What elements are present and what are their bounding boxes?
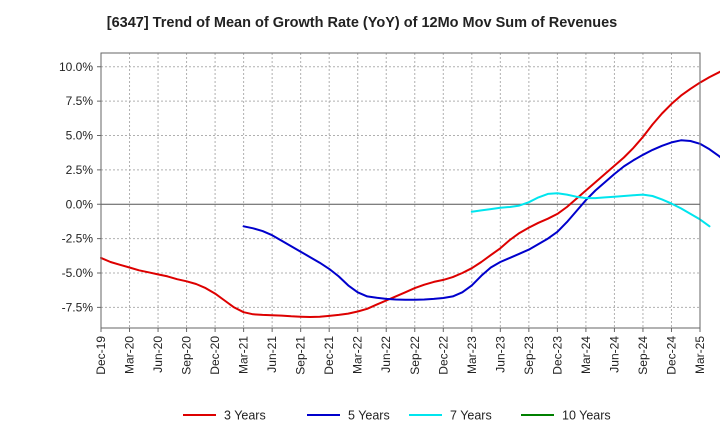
x-tick-label: Mar-22 xyxy=(351,336,365,374)
x-tick-label: Jun-24 xyxy=(607,336,621,373)
y-tick-label: 10.0% xyxy=(59,60,93,74)
y-axis: 10.0% 7.5% 5.0% 2.5% 0.0% -2.5% -5.0% -7.5% xyxy=(59,60,101,314)
x-tick-label: Mar-20 xyxy=(123,336,137,374)
y-tick-label: 0.0% xyxy=(66,197,94,211)
x-tick-label: Mar-23 xyxy=(465,336,479,374)
x-tick-label: Mar-21 xyxy=(237,336,251,374)
legend-label-3-years: 3 Years xyxy=(224,409,266,423)
y-tick-label: -7.5% xyxy=(62,300,94,314)
x-tick-label: Dec-23 xyxy=(550,336,564,375)
series-line-5-years xyxy=(242,139,720,301)
chart-title: [6347] Trend of Mean of Growth Rate (YoY… xyxy=(107,15,618,31)
legend: 3 Years 5 Years 7 Years 10 Years xyxy=(183,409,611,423)
y-tick-label: 2.5% xyxy=(66,163,94,177)
x-axis: Dec-19 Mar-20 Jun-20 Sep-20 Dec-20 Mar-21 Jun-… xyxy=(94,328,707,375)
legend-label-7-years: 7 Years xyxy=(450,409,492,423)
x-tick-label: Jun-21 xyxy=(265,336,279,373)
y-tick-label: 7.5% xyxy=(66,94,94,108)
x-tick-label: Dec-20 xyxy=(208,336,222,375)
x-tick-label: Sep-22 xyxy=(408,336,422,375)
y-tick-label: -5.0% xyxy=(62,266,94,280)
grid xyxy=(101,53,700,328)
series-line-7-years xyxy=(470,192,711,228)
plot-frame xyxy=(100,52,701,329)
x-tick-label: Dec-24 xyxy=(664,336,678,375)
x-tick-label: Sep-23 xyxy=(522,336,536,375)
x-tick-label: Sep-24 xyxy=(636,336,650,375)
series-lines xyxy=(100,70,720,318)
x-tick-label: Jun-22 xyxy=(379,336,393,373)
x-tick-label: Jun-20 xyxy=(151,336,165,373)
x-tick-label: Mar-24 xyxy=(579,336,593,374)
y-tick-label: -2.5% xyxy=(62,232,94,246)
x-tick-label: Mar-25 xyxy=(693,336,707,374)
legend-label-10-years: 10 Years xyxy=(562,409,611,423)
legend-label-5-years: 5 Years xyxy=(348,409,390,423)
x-tick-label: Dec-19 xyxy=(94,336,108,375)
x-tick-label: Jun-23 xyxy=(493,336,507,373)
x-tick-label: Sep-21 xyxy=(294,336,308,375)
x-tick-label: Dec-21 xyxy=(322,336,336,375)
x-tick-label: Sep-20 xyxy=(180,336,194,375)
series-line-3-years xyxy=(100,70,720,318)
x-tick-label: Dec-22 xyxy=(436,336,450,375)
y-tick-label: 5.0% xyxy=(66,129,94,143)
